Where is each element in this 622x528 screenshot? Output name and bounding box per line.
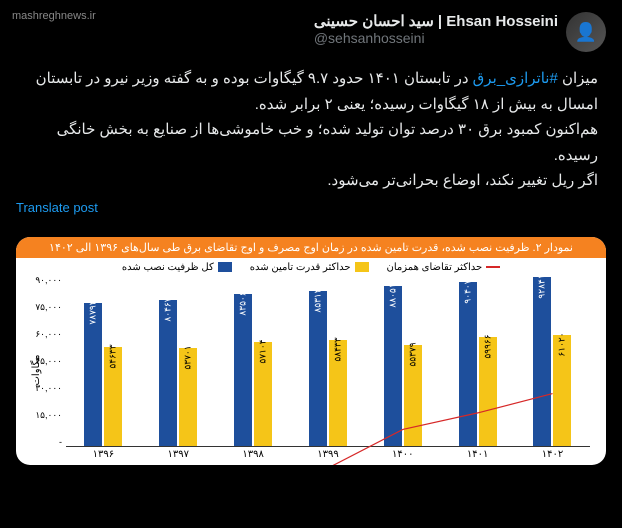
- bar-supplied: ۵۸۴۳۳: [329, 340, 347, 446]
- display-name: سید احسان حسینی | Ehsan Hosseini: [314, 12, 558, 30]
- avatar[interactable]: 👤: [566, 12, 606, 52]
- bar-value-label: ۵۸۴۳۳: [332, 337, 343, 361]
- bar-value-label: ۷۸۷۹۴: [88, 300, 99, 324]
- bar-value-label: ۸۸۰۵۱: [387, 284, 398, 308]
- bar-value-label: ۵۹۹۶۶: [482, 334, 493, 358]
- tweet-container: mashreghnews.ir 👤 سید احسان حسینی | Ehsa…: [0, 0, 622, 227]
- y-tick: ۳۰,۰۰۰: [24, 383, 62, 394]
- legend-label: حداکثر قدرت تامین شده: [250, 262, 351, 273]
- bar-group: ۸۸۰۵۱ ۵۵۳۷۹: [384, 286, 422, 445]
- x-tick: ۱۴۰۲: [542, 449, 563, 465]
- legend-swatch-installed: [218, 262, 232, 272]
- bar-group: ۸۳۵۰۶ ۵۷۱۰۴: [234, 294, 272, 445]
- legend-label: حداکثر تقاضای همزمان: [387, 262, 483, 273]
- bar-installed: ۹۰۴۰۷: [459, 282, 477, 446]
- bar-value-label: ۸۳۵۰۶: [238, 292, 249, 316]
- x-tick: ۱۴۰۰: [392, 449, 413, 465]
- x-tick: ۱۳۹۷: [168, 449, 189, 465]
- watermark: mashreghnews.ir: [12, 10, 96, 22]
- x-tick: ۱۳۹۸: [242, 449, 263, 465]
- bar-value-label: ۹۰۴۰۷: [462, 279, 473, 303]
- bar-value-label: ۶۱۰۲۰: [557, 332, 568, 356]
- y-axis-label: مگاوات: [31, 354, 42, 385]
- bar-supplied: ۵۹۹۶۶: [479, 337, 497, 446]
- bar-value-label: ۸۵۳۱۳: [312, 288, 323, 312]
- legend-installed: کل ظرفیت نصب شده: [122, 262, 232, 273]
- tweet-header: 👤 سید احسان حسینی | Ehsan Hosseini @sehs…: [16, 12, 606, 52]
- x-tick: ۱۴۰۱: [467, 449, 488, 465]
- bar-supplied: ۵۴۶۳۳: [104, 347, 122, 446]
- chart-image[interactable]: نمودار ۲. ظرفیت نصب شده، قدرت تامین شده …: [16, 237, 606, 465]
- user-handle: @sehsanhosseini: [314, 30, 558, 46]
- bar-value-label: ۵۵۳۷۹: [407, 343, 418, 367]
- bar-group: ۷۸۷۹۴ ۵۴۶۳۳: [84, 303, 122, 446]
- bar-installed: ۸۰۴۶۷: [159, 300, 177, 446]
- bar-value-label: ۵۴۶۳۳: [108, 344, 119, 368]
- bar-value-label: ۵۷۱۰۴: [258, 340, 269, 364]
- y-tick: -: [24, 437, 62, 447]
- chart-plot: ۹۰,۰۰۰ ۷۵,۰۰۰ ۶۰,۰۰۰ ۴۵,۰۰۰ ۳۰,۰۰۰ ۱۵,۰۰۰ - مگ…: [24, 275, 594, 465]
- bar-value-label: ۵۳۷۰۱: [183, 346, 194, 370]
- bars-area: ۷۸۷۹۴ ۵۴۶۳۳ ۸۰۴۶۷ ۵۳۷۰۱ ۸۳۵۰۶ ۵۷۱۰۴ ۸۵۳۱۳ ۵۸۴۳۳…: [66, 275, 590, 447]
- text-line: اگر ریل تغییر نکند، اوضاع بحرانی‌تر می‌ش…: [16, 168, 598, 194]
- y-tick: ۷۵,۰۰۰: [24, 302, 62, 313]
- y-tick: ۹۰,۰۰۰: [24, 275, 62, 286]
- legend-swatch-demand: [486, 266, 500, 268]
- text-line: هم‌اکنون کمبود برق ۳۰ درصد توان تولید شد…: [16, 117, 598, 168]
- bar-supplied: ۵۳۷۰۱: [179, 348, 197, 445]
- y-tick: ۶۰,۰۰۰: [24, 329, 62, 340]
- x-axis: ۱۳۹۶ ۱۳۹۷ ۱۳۹۸ ۱۳۹۹ ۱۴۰۰ ۱۴۰۱ ۱۴۰۲: [66, 449, 590, 465]
- bar-installed: ۸۸۰۵۱: [384, 286, 402, 445]
- legend-swatch-supplied: [355, 262, 369, 272]
- y-tick: ۱۵,۰۰۰: [24, 410, 62, 421]
- legend-label: کل ظرفیت نصب شده: [122, 262, 214, 273]
- translate-link[interactable]: Translate post: [16, 200, 598, 215]
- bar-value-label: ۹۲۸۴۱: [537, 275, 548, 299]
- chart-title: نمودار ۲. ظرفیت نصب شده، قدرت تامین شده …: [16, 237, 606, 258]
- bar-installed: ۸۳۵۰۶: [234, 294, 252, 445]
- legend-demand: حداکثر تقاضای همزمان: [387, 262, 501, 273]
- bar-supplied: ۵۷۱۰۴: [254, 342, 272, 445]
- bar-group: ۹۰۴۰۷ ۵۹۹۶۶: [459, 282, 497, 446]
- bar-group: ۸۵۳۱۳ ۵۸۴۳۳: [309, 291, 347, 445]
- chart-legend: حداکثر تقاضای همزمان حداکثر قدرت تامین ش…: [16, 258, 606, 275]
- bar-installed: ۸۵۳۱۳: [309, 291, 327, 445]
- y-tick: ۴۵,۰۰۰: [24, 356, 62, 367]
- bar-group: ۹۲۸۴۱ ۶۱۰۲۰: [533, 277, 571, 445]
- x-tick: ۱۳۹۹: [317, 449, 338, 465]
- bar-value-label: ۸۰۴۶۷: [163, 297, 174, 321]
- hashtag-link[interactable]: #ناترازی_برق: [473, 70, 558, 87]
- bar-supplied: ۶۱۰۲۰: [553, 335, 571, 445]
- user-name-block[interactable]: سید احسان حسینی | Ehsan Hosseini @sehsan…: [314, 12, 558, 46]
- bar-installed: ۹۲۸۴۱: [533, 277, 551, 445]
- tweet-body: میزان #ناترازی_برق در تابستان ۱۴۰۱ حدود …: [16, 66, 598, 194]
- bar-installed: ۷۸۷۹۴: [84, 303, 102, 446]
- text-segment: میزان: [558, 70, 598, 87]
- bar-group: ۸۰۴۶۷ ۵۳۷۰۱: [159, 300, 197, 446]
- bar-supplied: ۵۵۳۷۹: [404, 345, 422, 445]
- legend-supplied: حداکثر قدرت تامین شده: [250, 262, 369, 273]
- x-tick: ۱۳۹۶: [93, 449, 114, 465]
